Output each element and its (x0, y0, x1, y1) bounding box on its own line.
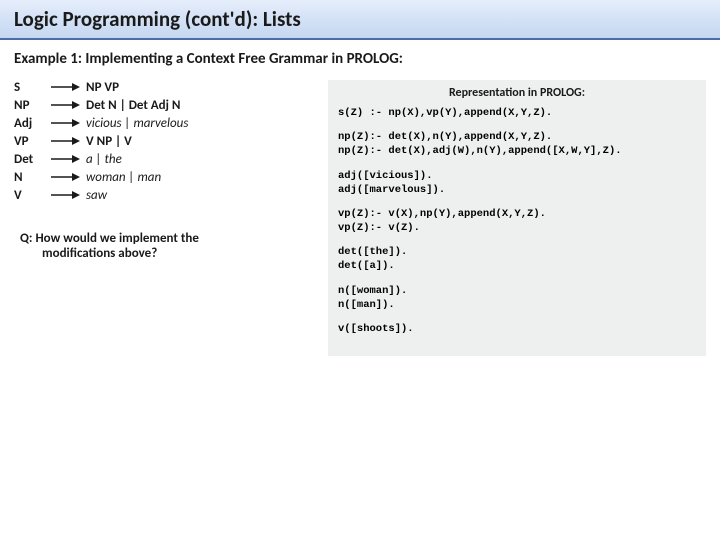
grammar-rhs: Det N | Det Adj N (86, 98, 314, 113)
code-line: np(Z):- det(X),n(Y),append(X,Y,Z). (338, 130, 696, 144)
grammar-rhs: V NP | V (86, 134, 314, 149)
arrow-icon (50, 98, 86, 113)
code-block: np(Z):- det(X),n(Y),append(X,Y,Z).np(Z):… (338, 130, 696, 158)
grammar-lhs: S (14, 80, 50, 95)
grammar-lhs: NP (14, 98, 50, 113)
arrow-icon (50, 170, 86, 185)
code-block: det([the]).det([a]). (338, 245, 696, 273)
arrow-icon (50, 152, 86, 167)
question-text: Q: How would we implement the modificati… (14, 231, 314, 261)
grammar-rhs: NP VP (86, 80, 314, 95)
code-line: n([man]). (338, 298, 696, 312)
code-block: v([shoots]). (338, 322, 696, 336)
code-line: adj([marvelous]). (338, 183, 696, 197)
grammar-rhs: woman | man (86, 170, 314, 185)
grammar-rhs: vicious | marvelous (86, 116, 314, 131)
question-line1: Q: How would we implement the (20, 231, 314, 246)
arrow-icon (50, 80, 86, 95)
grammar-rhs: saw (86, 188, 314, 203)
prolog-code: s(Z) :- np(X),vp(Y),append(X,Y,Z). np(Z):… (338, 106, 696, 336)
prolog-title: Representation in PROLOG: (338, 86, 696, 100)
code-line: n([woman]). (338, 284, 696, 298)
example-header: Example 1: Implementing a Context Free G… (0, 40, 720, 76)
code-line: adj([vicious]). (338, 169, 696, 183)
code-line: det([a]). (338, 259, 696, 273)
code-block: n([woman]).n([man]). (338, 284, 696, 312)
arrow-icon (50, 188, 86, 203)
grammar-lhs: VP (14, 134, 50, 149)
question-line2: modifications above? (20, 246, 314, 261)
page-title: Logic Programming (cont'd): Lists (14, 6, 706, 32)
code-line: np(Z):- det(X),adj(W),n(Y),append([X,W,Y… (338, 144, 696, 158)
arrow-icon (50, 116, 86, 131)
code-line: det([the]). (338, 245, 696, 259)
grammar-lhs: N (14, 170, 50, 185)
content-row: S NP VP NP Det N | Det Adj N Adj vicious | ma… (0, 76, 720, 360)
code-block: s(Z) :- np(X),vp(Y),append(X,Y,Z). (338, 106, 696, 120)
code-block: vp(Z):- v(X),np(Y),append(X,Y,Z).vp(Z):-… (338, 207, 696, 235)
code-block: adj([vicious]).adj([marvelous]). (338, 169, 696, 197)
left-column: S NP VP NP Det N | Det Adj N Adj vicious | ma… (14, 80, 314, 356)
code-line: v([shoots]). (338, 322, 696, 336)
code-line: s(Z) :- np(X),vp(Y),append(X,Y,Z). (338, 106, 696, 120)
grammar-lhs: Adj (14, 116, 50, 131)
code-line: vp(Z):- v(X),np(Y),append(X,Y,Z). (338, 207, 696, 221)
arrow-icon (50, 134, 86, 149)
grammar-table: S NP VP NP Det N | Det Adj N Adj vicious | ma… (14, 80, 314, 203)
grammar-lhs: V (14, 188, 50, 203)
code-line: vp(Z):- v(Z). (338, 221, 696, 235)
right-column: Representation in PROLOG: s(Z) :- np(X),… (328, 80, 706, 356)
title-band: Logic Programming (cont'd): Lists (0, 0, 720, 40)
grammar-rhs: a | the (86, 152, 314, 167)
slide: Logic Programming (cont'd): Lists Exampl… (0, 0, 720, 540)
grammar-lhs: Det (14, 152, 50, 167)
